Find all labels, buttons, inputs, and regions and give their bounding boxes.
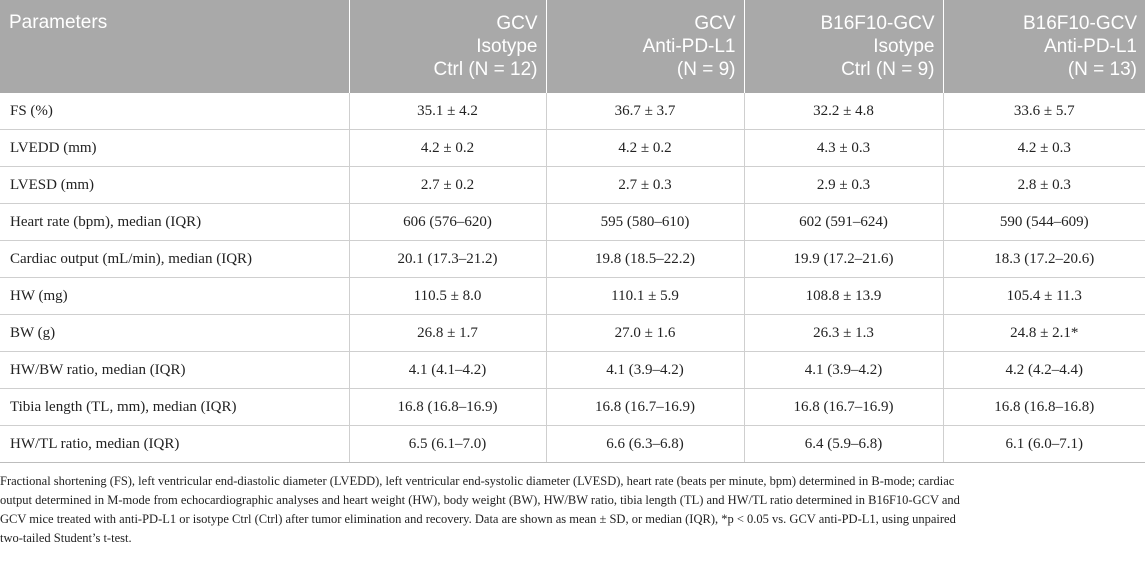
table-row: HW/TL ratio, median (IQR) 6.5 (6.1–7.0) …	[0, 425, 1145, 463]
header-line: (N = 13)	[1067, 59, 1137, 80]
parameter-cell: FS (%)	[0, 93, 350, 130]
value-cell: 2.8 ± 0.3	[943, 166, 1145, 204]
value-cell: 2.7 ± 0.3	[546, 166, 745, 204]
parameter-cell: HW/BW ratio, median (IQR)	[0, 351, 350, 389]
header-line: Parameters	[9, 12, 108, 33]
header-b16f10-gcv-anti-pd-l1: B16F10-GCV Anti-PD-L1 (N = 13)	[943, 0, 1145, 93]
value-cell: 2.7 ± 0.2	[349, 166, 547, 204]
value-cell: 602 (591–624)	[744, 203, 944, 241]
table-body: FS (%) 35.1 ± 4.2 36.7 ± 3.7 32.2 ± 4.8 …	[0, 93, 1145, 463]
value-cell: 6.4 (5.9–6.8)	[744, 425, 944, 463]
table-row: HW/BW ratio, median (IQR) 4.1 (4.1–4.2) …	[0, 351, 1145, 389]
value-cell: 16.8 (16.7–16.9)	[546, 388, 745, 426]
value-cell: 18.3 (17.2–20.6)	[943, 240, 1145, 278]
table-row: FS (%) 35.1 ± 4.2 36.7 ± 3.7 32.2 ± 4.8 …	[0, 93, 1145, 130]
value-cell: 16.8 (16.8–16.8)	[943, 388, 1145, 426]
value-cell: 4.2 ± 0.2	[546, 129, 745, 167]
value-cell: 110.1 ± 5.9	[546, 277, 745, 315]
parameter-cell: BW (g)	[0, 314, 350, 352]
footnote-line: GCV mice treated with anti-PD-L1 or isot…	[0, 512, 956, 526]
header-line: Ctrl (N = 12)	[433, 59, 538, 80]
parameter-cell: HW (mg)	[0, 277, 350, 315]
value-cell: 4.2 ± 0.3	[943, 129, 1145, 167]
value-cell: 6.5 (6.1–7.0)	[349, 425, 547, 463]
table-row: Cardiac output (mL/min), median (IQR) 20…	[0, 240, 1145, 278]
header-line: GCV	[694, 13, 736, 34]
parameter-cell: Tibia length (TL, mm), median (IQR)	[0, 388, 350, 426]
header-line: Isotype	[873, 36, 935, 57]
value-cell: 20.1 (17.3–21.2)	[349, 240, 547, 278]
table-row: LVESD (mm) 2.7 ± 0.2 2.7 ± 0.3 2.9 ± 0.3…	[0, 166, 1145, 204]
value-cell: 16.8 (16.7–16.9)	[744, 388, 944, 426]
value-cell: 24.8 ± 2.1*	[943, 314, 1145, 352]
header-line: B16F10-GCV	[820, 13, 935, 34]
header-b16f10-gcv-isotype: B16F10-GCV Isotype Ctrl (N = 9)	[744, 0, 944, 93]
value-cell: 26.8 ± 1.7	[349, 314, 547, 352]
table-row: LVEDD (mm) 4.2 ± 0.2 4.2 ± 0.2 4.3 ± 0.3…	[0, 129, 1145, 167]
table-row: Tibia length (TL, mm), median (IQR) 16.8…	[0, 388, 1145, 426]
header-line: Anti-PD-L1	[1044, 36, 1137, 57]
header-gcv-isotype: GCV Isotype Ctrl (N = 12)	[349, 0, 547, 93]
parameter-cell: Heart rate (bpm), median (IQR)	[0, 203, 350, 241]
parameter-cell: LVESD (mm)	[0, 166, 350, 204]
value-cell: 16.8 (16.8–16.9)	[349, 388, 547, 426]
data-table: Parameters GCV Isotype Ctrl (N = 12) GCV…	[0, 0, 1145, 463]
value-cell: 35.1 ± 4.2	[349, 93, 547, 130]
value-cell: 590 (544–609)	[943, 203, 1145, 241]
value-cell: 595 (580–610)	[546, 203, 745, 241]
value-cell: 36.7 ± 3.7	[546, 93, 745, 130]
header-row: Parameters GCV Isotype Ctrl (N = 12) GCV…	[0, 0, 1145, 93]
value-cell: 6.1 (6.0–7.1)	[943, 425, 1145, 463]
table-row: BW (g) 26.8 ± 1.7 27.0 ± 1.6 26.3 ± 1.3 …	[0, 314, 1145, 352]
table-footnote: Fractional shortening (FS), left ventric…	[0, 472, 1145, 548]
value-cell: 27.0 ± 1.6	[546, 314, 745, 352]
header-line: Ctrl (N = 9)	[841, 59, 935, 80]
parameter-cell: LVEDD (mm)	[0, 129, 350, 167]
header-parameters: Parameters	[0, 0, 350, 93]
value-cell: 19.8 (18.5–22.2)	[546, 240, 745, 278]
value-cell: 19.9 (17.2–21.6)	[744, 240, 944, 278]
value-cell: 4.1 (3.9–4.2)	[546, 351, 745, 389]
value-cell: 108.8 ± 13.9	[744, 277, 944, 315]
table-header: Parameters GCV Isotype Ctrl (N = 12) GCV…	[0, 0, 1145, 93]
value-cell: 2.9 ± 0.3	[744, 166, 944, 204]
header-line: Anti-PD-L1	[642, 36, 736, 57]
footnote-line: two-tailed Student’s t-test.	[0, 531, 132, 545]
value-cell: 105.4 ± 11.3	[943, 277, 1145, 315]
value-cell: 6.6 (6.3–6.8)	[546, 425, 745, 463]
value-cell: 4.3 ± 0.3	[744, 129, 944, 167]
table-row: HW (mg) 110.5 ± 8.0 110.1 ± 5.9 108.8 ± …	[0, 277, 1145, 315]
value-cell: 32.2 ± 4.8	[744, 93, 944, 130]
parameter-cell: HW/TL ratio, median (IQR)	[0, 425, 350, 463]
header-line: (N = 9)	[676, 59, 736, 80]
footnote-line: Fractional shortening (FS), left ventric…	[0, 474, 955, 488]
header-line: B16F10-GCV	[1022, 13, 1137, 34]
value-cell: 4.2 (4.2–4.4)	[943, 351, 1145, 389]
parameter-cell: Cardiac output (mL/min), median (IQR)	[0, 240, 350, 278]
header-line: GCV	[496, 13, 538, 34]
value-cell: 4.2 ± 0.2	[349, 129, 547, 167]
value-cell: 110.5 ± 8.0	[349, 277, 547, 315]
value-cell: 4.1 (3.9–4.2)	[744, 351, 944, 389]
table-row: Heart rate (bpm), median (IQR) 606 (576–…	[0, 203, 1145, 241]
value-cell: 33.6 ± 5.7	[943, 93, 1145, 130]
value-cell: 606 (576–620)	[349, 203, 547, 241]
footnote-line: output determined in M-mode from echocar…	[0, 493, 960, 507]
header-line: Isotype	[476, 36, 538, 57]
header-gcv-anti-pd-l1: GCV Anti-PD-L1 (N = 9)	[546, 0, 745, 93]
value-cell: 4.1 (4.1–4.2)	[349, 351, 547, 389]
value-cell: 26.3 ± 1.3	[744, 314, 944, 352]
